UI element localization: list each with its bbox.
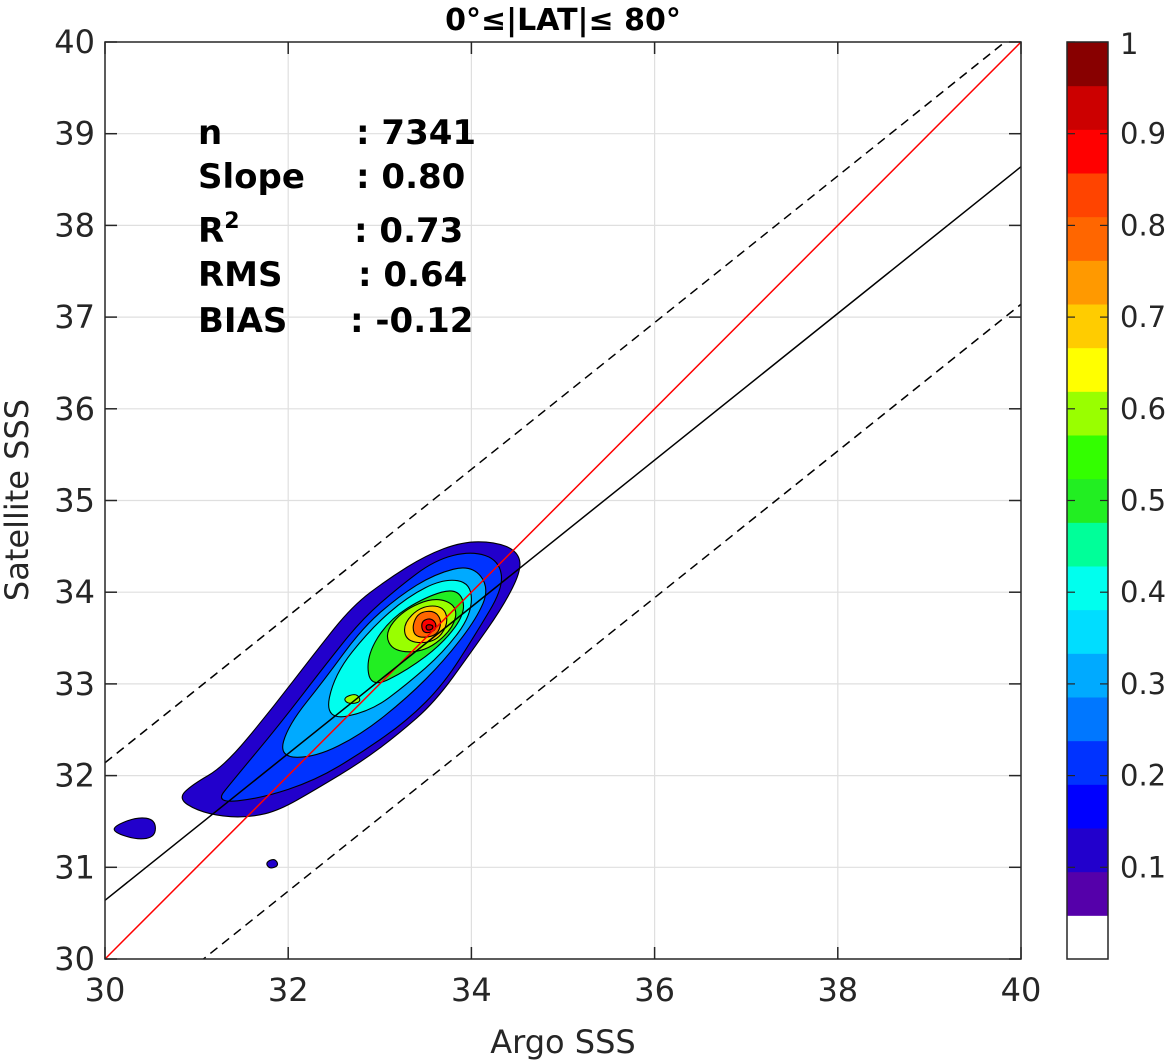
stats-box: n : 7341 Slope : 0.80 R2 : 0.73 RMS : 0.… <box>198 113 476 341</box>
line-one-to-one <box>105 42 1021 959</box>
colorbar-segment <box>1067 915 1108 960</box>
contour-level-10 <box>425 624 434 631</box>
x-tick-label: 30 <box>85 971 126 1009</box>
colorbar-segment <box>1067 173 1108 218</box>
contour-island <box>266 858 279 869</box>
y-tick-label: 35 <box>54 482 95 520</box>
stat-label-bias: BIAS <box>198 301 287 341</box>
stat-label-slope: Slope <box>198 157 305 197</box>
colorbar-segment <box>1067 653 1108 698</box>
line-regression <box>105 166 1021 901</box>
x-axis-label: Argo SSS <box>490 1023 635 1061</box>
colorbar-segment <box>1067 697 1108 742</box>
stat-value-slope: : 0.80 <box>356 157 465 197</box>
colorbar-tick-label: 0.2 <box>1120 759 1166 793</box>
colorbar-segment <box>1067 566 1108 611</box>
colorbar-tick-label: 0.7 <box>1120 300 1166 334</box>
stat-value-n: : 7341 <box>356 113 476 153</box>
colorbar-segment <box>1067 435 1108 480</box>
density-contours <box>113 541 521 869</box>
colorbar-segment <box>1067 260 1108 305</box>
y-tick-label: 40 <box>54 23 95 61</box>
colorbar-segment <box>1067 740 1108 785</box>
colorbar-tick-label: 0.8 <box>1120 208 1166 242</box>
axis-ticks: 30 32 34 36 38 40 30 31 32 33 34 35 36 37 38 39 40 <box>54 23 1041 1009</box>
colorbar-tick-label: 0.6 <box>1120 392 1166 426</box>
x-tick-label: 36 <box>634 971 675 1009</box>
stat-value-rms: : 0.64 <box>358 255 467 295</box>
y-tick-label: 34 <box>54 573 95 611</box>
y-tick-label: 37 <box>54 298 95 336</box>
reference-lines <box>105 42 1021 959</box>
colorbar-segment <box>1067 304 1108 349</box>
colorbar-tick-label: 1 <box>1120 27 1138 61</box>
stat-value-r2: : 0.73 <box>354 211 463 251</box>
chart-title: 0°≤|LAT|≤ 80° <box>445 3 681 38</box>
stat-label-rms: RMS <box>198 255 283 295</box>
colorbar-tick-label: 0.5 <box>1120 484 1166 518</box>
colorbar-segment <box>1067 129 1108 174</box>
colorbar-segment <box>1067 828 1108 873</box>
contour-island <box>344 694 361 704</box>
x-tick-label: 38 <box>817 971 858 1009</box>
y-tick-label: 39 <box>54 115 95 153</box>
stat-label-r2: R2 <box>198 209 240 251</box>
colorbar-tick-label: 0.4 <box>1120 575 1166 609</box>
stat-label-r2-sup: 2 <box>224 209 239 234</box>
stat-value-bias: : -0.12 <box>350 301 473 341</box>
y-tick-label: 38 <box>54 206 95 244</box>
line-upper-bound <box>105 42 1007 764</box>
y-axis-label: Satellite SSS <box>0 399 36 601</box>
colorbar-tick-label: 0.3 <box>1120 667 1166 701</box>
y-tick-label: 32 <box>54 757 95 795</box>
colorbar: 0.1 0.2 0.3 0.4 0.5 0.6 0.7 0.8 0.9 1 <box>1066 27 1166 960</box>
y-tick-label: 36 <box>54 390 95 428</box>
colorbar-segment <box>1067 609 1108 654</box>
x-tick-label: 34 <box>451 971 492 1009</box>
contour-island <box>113 817 156 840</box>
colorbar-segment <box>1067 216 1108 261</box>
x-tick-label: 32 <box>268 971 309 1009</box>
colorbar-segment <box>1067 85 1108 130</box>
y-tick-label: 30 <box>54 940 95 978</box>
colorbar-segment <box>1067 391 1108 436</box>
colorbar-segment <box>1067 42 1108 87</box>
colorbar-segment <box>1067 871 1108 916</box>
colorbar-segment <box>1067 522 1108 567</box>
y-tick-label: 33 <box>54 665 95 703</box>
colorbar-tick-label: 0.1 <box>1120 850 1166 884</box>
grid <box>105 42 1021 959</box>
x-tick-label: 40 <box>1001 971 1042 1009</box>
colorbar-segment <box>1067 784 1108 829</box>
y-tick-label: 31 <box>54 848 95 886</box>
colorbar-segment <box>1067 347 1108 392</box>
colorbar-tick-label: 0.9 <box>1120 117 1166 151</box>
stat-label-n: n <box>198 113 222 153</box>
line-lower-bound <box>202 303 1021 959</box>
